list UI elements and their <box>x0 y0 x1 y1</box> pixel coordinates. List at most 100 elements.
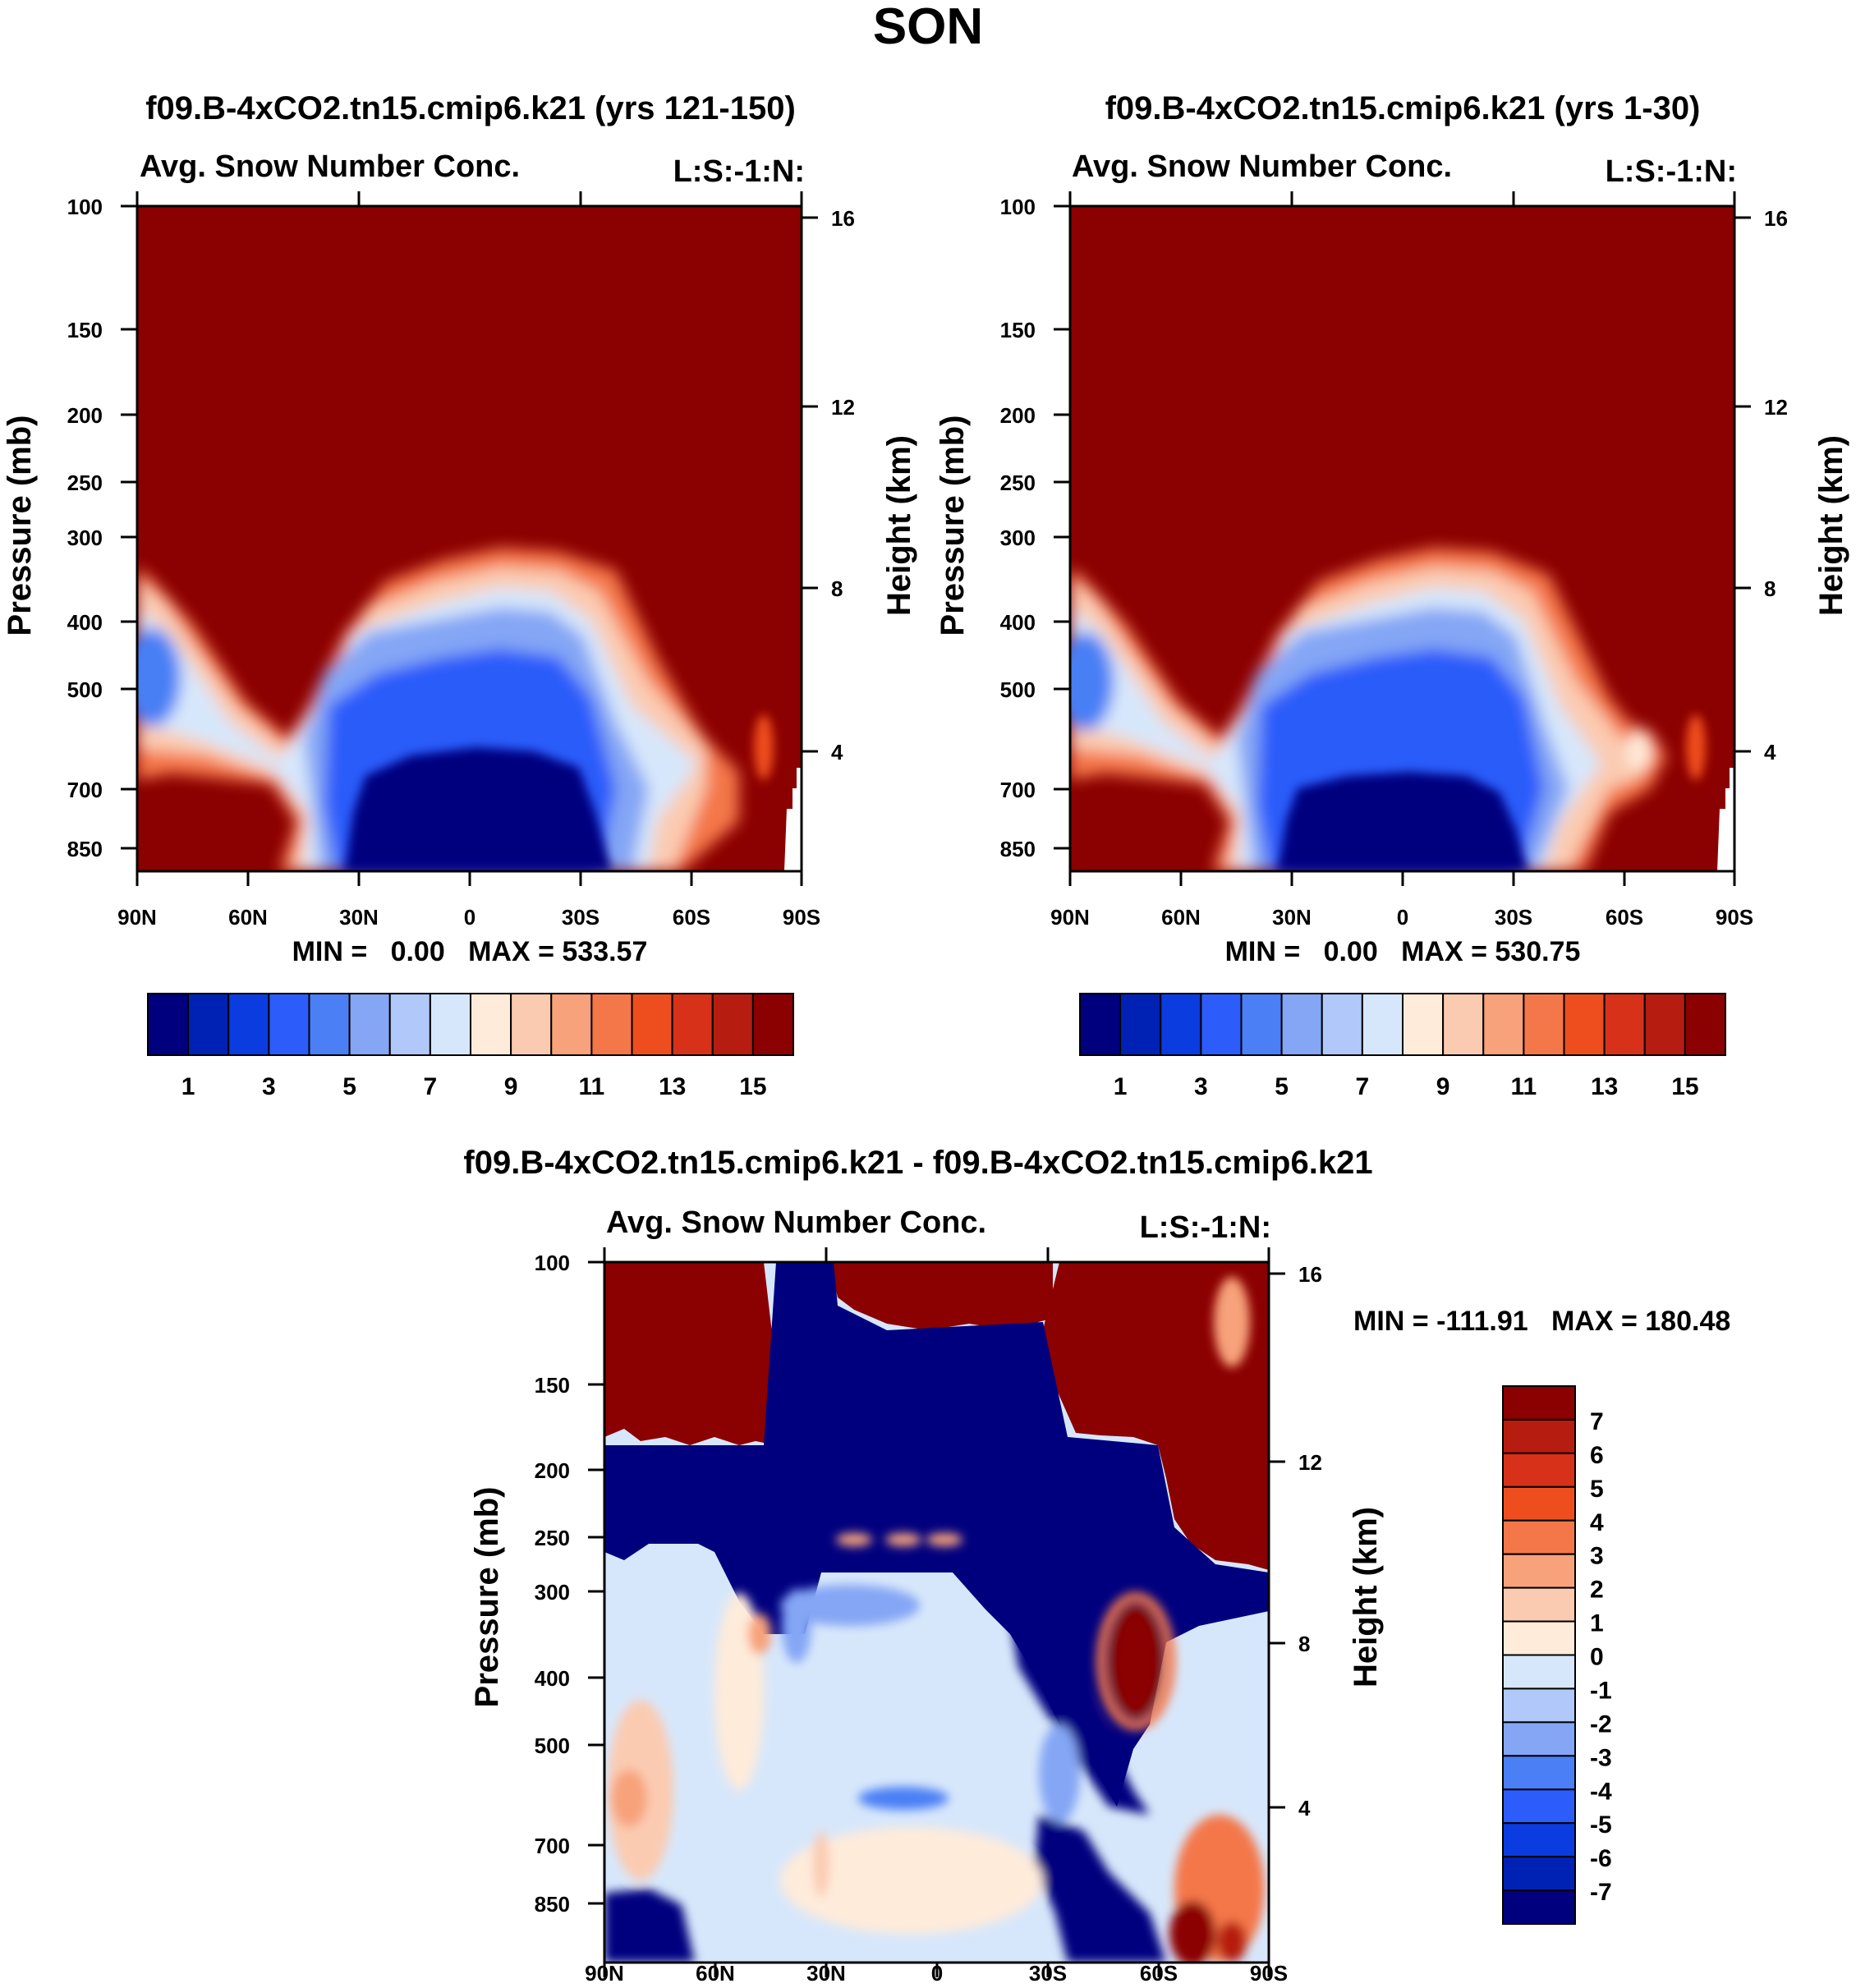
panel-c-red-top-right <box>1039 1262 1269 1570</box>
panel-c-orange-left <box>611 1770 647 1827</box>
panel-a-y-tick-labels: 100 150 200 250 300 400 500 700 850 <box>67 195 103 861</box>
colorbar-c-box <box>1502 1586 1576 1623</box>
colorbar-a-label: 5 <box>342 1073 356 1100</box>
colorbar-c-label: 3 <box>1590 1543 1604 1570</box>
colorbar-a-label: 1 <box>181 1073 195 1100</box>
x-tick-label: 30S <box>562 905 600 930</box>
colorbar-a-label: 11 <box>579 1073 605 1100</box>
panel-c-subtitle: Avg. Snow Number Conc. <box>606 1205 986 1240</box>
colorbar-a-label: 9 <box>504 1073 518 1100</box>
colorbar-b-box <box>1563 993 1606 1056</box>
panel-c-y2-tick-labels: 16 12 8 4 <box>1298 1262 1322 1820</box>
panel-b-subtitle: Avg. Snow Number Conc. <box>1072 149 1452 184</box>
y-tick-label: 250 <box>535 1526 570 1550</box>
y2-tick-label: 4 <box>1298 1796 1311 1820</box>
panel-c-mid-blue-1 <box>858 1787 949 1810</box>
x-tick-label: 0 <box>464 905 475 930</box>
y-tick-label: 150 <box>67 318 103 342</box>
x-tick-label: 90N <box>117 905 157 930</box>
colorbar-a-box <box>268 993 310 1056</box>
panel-b-y-tick-labels: 100 150 200 250 300 400 500 700 850 <box>1000 195 1036 861</box>
colorbar-a-box <box>550 993 593 1056</box>
colorbar-b-label: 5 <box>1275 1073 1289 1100</box>
y2-tick-label: 4 <box>831 740 843 764</box>
colorbar-b-box <box>1482 993 1525 1056</box>
y-tick-label: 400 <box>535 1666 570 1691</box>
panel-b-contour-core <box>1278 772 1528 871</box>
panel-c-red-blob-mid <box>1109 1605 1162 1717</box>
y-tick-label: 300 <box>1000 526 1036 550</box>
colorbar-a-box <box>711 993 754 1056</box>
colorbar-a-box <box>671 993 714 1056</box>
colorbar-a-label: 3 <box>262 1073 276 1100</box>
panel-a-contour-core <box>345 747 612 871</box>
colorbar-a-label: 13 <box>659 1073 686 1100</box>
colorbar-a-box <box>429 993 471 1056</box>
colorbar-c-label: -3 <box>1590 1744 1612 1771</box>
colorbar-c-box <box>1502 1755 1576 1791</box>
colorbar-c-box <box>1502 1721 1576 1757</box>
panel-b-contour-right-white <box>1627 731 1652 772</box>
colorbar-c-label: 5 <box>1590 1476 1604 1503</box>
panel-a: f09.B-4xCO2.tn15.cmip6.k21 (yrs 121-150)… <box>2 90 917 1100</box>
panel-b-contour-left-blue <box>1070 632 1114 731</box>
colorbar-c-box <box>1502 1553 1576 1589</box>
x-tick-label: 90N <box>585 1961 624 1986</box>
y2-tick-label: 12 <box>1764 395 1788 420</box>
colorbar-b-box <box>1079 993 1122 1056</box>
colorbar-a-box <box>590 993 633 1056</box>
panel-c-pale-lower-mid <box>780 1827 1043 1934</box>
y-tick-label: 300 <box>67 526 103 550</box>
y-tick-label: 200 <box>67 403 103 428</box>
x-tick-label: 30N <box>339 905 379 930</box>
colorbar-b-box <box>1280 993 1323 1056</box>
panel-c-blue-right-tongue <box>1010 1618 1150 1815</box>
colorbar-b-label: 7 <box>1356 1073 1370 1100</box>
y-tick-label: 850 <box>67 837 103 861</box>
colorbar-a-box <box>751 993 794 1056</box>
panel-a-subtitle: Avg. Snow Number Conc. <box>140 149 520 184</box>
panel-a-min-max: MIN = 0.00 MAX = 533.57 <box>292 936 648 967</box>
panel-c-mid-blue-2 <box>780 1585 920 1626</box>
panel-c-blue-bottom-left <box>604 1889 695 1963</box>
panel-c-mid-blue-4 <box>1039 1724 1080 1823</box>
panel-c-orange-band-3 <box>926 1533 962 1546</box>
y2-tick-label: 12 <box>1298 1450 1322 1475</box>
panel-a-tag: L:S:-1:N: <box>673 154 805 189</box>
panel-b-min-max: MIN = 0.00 MAX = 530.75 <box>1225 936 1581 967</box>
panel-a-case-title: f09.B-4xCO2.tn15.cmip6.k21 (yrs 121-150) <box>145 90 796 126</box>
colorbar-b-box <box>1402 993 1445 1056</box>
colorbar-a-box <box>147 993 190 1056</box>
colorbar-c-label: 7 <box>1590 1408 1604 1435</box>
colorbar-a-box <box>510 993 553 1056</box>
colorbar-a-box <box>388 993 431 1056</box>
colorbar-b-box <box>1523 993 1565 1056</box>
x-tick-label: 0 <box>1397 905 1408 930</box>
panel-c-mid-blue-3 <box>782 1589 811 1663</box>
y2-tick-label: 8 <box>1764 576 1776 601</box>
colorbar-c-box <box>1502 1418 1576 1454</box>
x-tick-label: 60N <box>1161 905 1201 930</box>
panel-a-y-axis-label: Pressure (mb) <box>2 416 38 636</box>
y-tick-label: 850 <box>1000 837 1036 861</box>
colorbar-b-label: 3 <box>1194 1073 1208 1100</box>
y-tick-label: 850 <box>535 1892 570 1917</box>
panel-c-tag: L:S:-1:N: <box>1140 1210 1271 1245</box>
panel-a-field <box>137 206 802 871</box>
colorbar-c-box <box>1502 1822 1576 1858</box>
y-tick-label: 100 <box>67 195 103 219</box>
x-tick-label: 90S <box>783 905 820 930</box>
panel-c-orange-band-1 <box>836 1533 872 1546</box>
colorbar-c-box <box>1502 1889 1576 1925</box>
colorbar-c-label: -6 <box>1590 1845 1612 1872</box>
y-tick-label: 250 <box>67 471 103 495</box>
colorbar-b-box <box>1684 993 1726 1056</box>
panel-c-orange-lower-mid <box>813 1831 829 1897</box>
colorbar-a-box <box>308 993 351 1056</box>
panel-b-y-axis-label: Pressure (mb) <box>935 416 971 636</box>
colorbar-c-box <box>1502 1687 1576 1724</box>
colorbar-c-label: -7 <box>1590 1879 1612 1906</box>
colorbar-b-label: 15 <box>1671 1073 1698 1100</box>
x-tick-label: 30N <box>806 1961 846 1986</box>
